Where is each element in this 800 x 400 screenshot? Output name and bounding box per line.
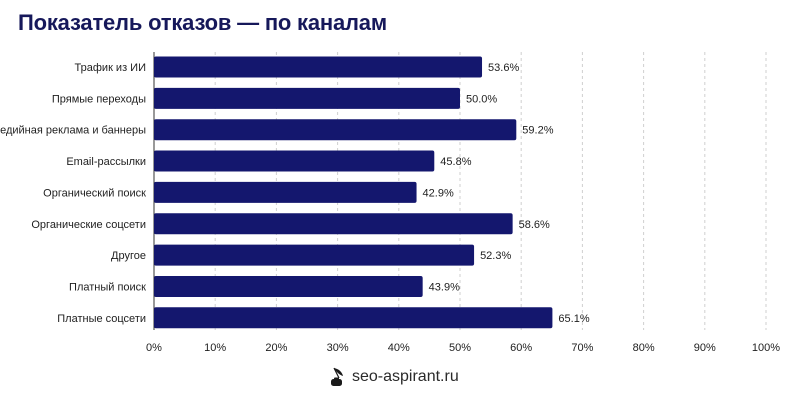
value-label: 45.8% bbox=[440, 156, 471, 168]
x-tick-label: 0% bbox=[146, 342, 162, 354]
chart-title: Показатель отказов — по каналам bbox=[18, 10, 387, 35]
bar bbox=[154, 275, 423, 297]
value-labels: 53.6% 50.0% 59.2% 45.8% 42.9% 58.6% 52.3% 43.9%… bbox=[423, 62, 590, 325]
x-tick-labels: 0% 10% 20% 30% 40% 50% 60% 70% 80% 90% 100% bbox=[146, 342, 780, 354]
category-label: Email-рассылки bbox=[66, 156, 146, 168]
value-label: 59.2% bbox=[522, 125, 553, 137]
x-tick-label: 100% bbox=[752, 342, 780, 354]
bars bbox=[154, 56, 553, 329]
category-label: Другое bbox=[111, 250, 146, 262]
x-tick-label: 90% bbox=[694, 342, 716, 354]
category-label: Медийная реклама и баннеры bbox=[0, 125, 146, 137]
category-label: Платные соцсети bbox=[57, 313, 146, 325]
category-label: Платный поиск bbox=[69, 281, 146, 293]
category-label: Трафик из ИИ bbox=[75, 62, 146, 74]
bar bbox=[154, 150, 435, 172]
bar bbox=[154, 213, 513, 235]
x-tick-label: 70% bbox=[571, 342, 593, 354]
category-label: Органический поиск bbox=[43, 187, 146, 199]
site-name: seo-aspirant.ru bbox=[352, 368, 459, 385]
x-tick-label: 30% bbox=[327, 342, 349, 354]
category-label: Органические соцсети bbox=[31, 219, 146, 231]
value-label: 53.6% bbox=[488, 62, 519, 74]
category-label: Прямые переходы bbox=[52, 93, 146, 105]
x-tick-label: 10% bbox=[204, 342, 226, 354]
value-label: 65.1% bbox=[558, 313, 589, 325]
value-label: 58.6% bbox=[519, 219, 550, 231]
x-tick-label: 60% bbox=[510, 342, 532, 354]
bar bbox=[154, 307, 553, 329]
bar bbox=[154, 87, 460, 109]
bar bbox=[154, 181, 417, 203]
value-label: 43.9% bbox=[429, 281, 460, 293]
x-tick-label: 40% bbox=[388, 342, 410, 354]
footer: seo-aspirant.ru bbox=[328, 367, 459, 387]
inkwell-quill-icon bbox=[331, 367, 343, 386]
bar bbox=[154, 244, 475, 266]
x-tick-label: 50% bbox=[449, 342, 471, 354]
bar bbox=[154, 119, 517, 141]
value-label: 42.9% bbox=[423, 187, 454, 199]
value-label: 50.0% bbox=[466, 93, 497, 105]
value-label: 52.3% bbox=[480, 250, 511, 262]
x-tick-label: 20% bbox=[265, 342, 287, 354]
bar bbox=[154, 56, 483, 78]
x-tick-label: 80% bbox=[633, 342, 655, 354]
category-labels: Трафик из ИИ Прямые переходы Медийная рекл… bbox=[0, 62, 146, 325]
